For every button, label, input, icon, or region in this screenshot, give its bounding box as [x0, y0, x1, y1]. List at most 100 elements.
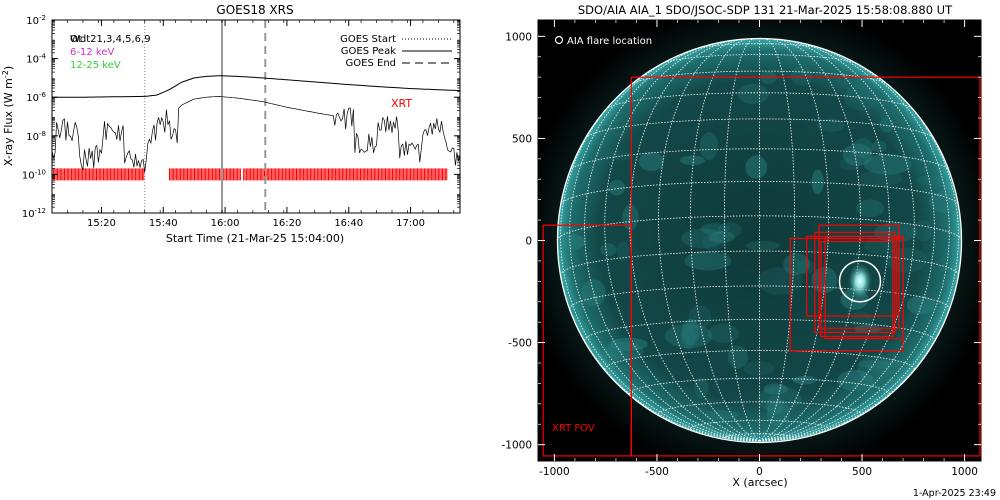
xrt-fov-box: [806, 235, 898, 317]
active-region-blob: [871, 140, 887, 153]
active-region-blob: [793, 375, 817, 385]
goes-x-tick-label: 15:40: [149, 218, 178, 229]
legend-flare-location: AIA flare location: [567, 36, 652, 47]
active-region-blob: [708, 231, 735, 243]
latitude-line: [560, 180, 959, 205]
longitude-line: [759, 40, 915, 442]
active-region-blob: [684, 251, 732, 271]
longitude-line: [759, 75, 959, 442]
longitude-line: [604, 40, 760, 442]
aia-plot-title: SDO/AIA AIA_1 SDO/JSOC-SDP 131 21-Mar-20…: [578, 3, 953, 17]
active-region-blob: [914, 219, 932, 242]
longitude-line: [584, 42, 760, 442]
goes-y-tick-exp: -6: [39, 91, 47, 99]
active-region-blob: [737, 83, 769, 105]
longitude-line: [759, 48, 950, 442]
xrt-fov-box: [820, 240, 894, 338]
xrt-fov-label: XRT FOV: [552, 423, 595, 434]
goes-plot-data-layer: [51, 20, 461, 213]
active-region-blob: [703, 410, 739, 420]
xrt-fov-box: [818, 224, 900, 329]
aia-x-axis-label: X (arcsec): [732, 476, 787, 489]
active-region-blob: [858, 359, 902, 369]
goes-plot-title: GOES18 XRS: [216, 3, 293, 17]
goes-y-tick-label: 10-4: [26, 53, 46, 66]
legend-goes-start: GOES Start: [340, 34, 396, 45]
active-region-blob: [727, 345, 749, 369]
active-region-blob: [680, 323, 696, 350]
goes-y-tick-label: 10-12: [22, 207, 46, 220]
goes-series-short: [51, 96, 461, 173]
latitude-line: [661, 54, 858, 65]
aia-x-tick-label: 1000: [951, 466, 978, 478]
goes-y-tick-label: 10-8: [26, 130, 46, 143]
active-region-blob: [581, 279, 606, 307]
active-region-blob: [879, 117, 894, 133]
aia-x-axis-ticks: -1000 -500 0 500 1000: [539, 20, 978, 478]
active-region-blob: [604, 345, 623, 361]
active-region-blob: [608, 179, 626, 196]
active-region-blob: [757, 385, 802, 413]
longitude-line: [759, 38, 829, 442]
longitude-line: [629, 39, 760, 442]
goes-x-tick-label: 16:00: [211, 218, 240, 229]
active-region-blob: [842, 143, 873, 166]
solar-disk: [557, 38, 962, 443]
active-region-blob: [857, 355, 891, 383]
active-region-blob: [743, 361, 775, 376]
active-region-blob: [664, 323, 713, 349]
active-region-blob: [811, 266, 838, 294]
aia-image-plot: SDO/AIA AIA_1 SDO/JSOC-SDP 131 21-Mar-20…: [501, 3, 982, 489]
xrt-fov-box: [814, 231, 896, 333]
active-region-blob: [916, 175, 944, 186]
active-region-blob: [700, 223, 729, 235]
active-region-blob: [811, 169, 824, 195]
goes-y-tick-label: 10-6: [26, 91, 46, 104]
active-region-blob: [681, 228, 725, 249]
longitude-line: [759, 39, 890, 442]
goes-x-tick-label: 17:00: [396, 218, 425, 229]
active-region-blob: [844, 84, 878, 111]
goes-y-tick-label: 10-10: [22, 168, 46, 181]
active-region-blob: [699, 132, 719, 160]
active-region-blob: [766, 400, 790, 427]
goes-y-tick-label: 10-2: [26, 14, 46, 27]
aia-x-tick-label: 0: [756, 466, 763, 478]
legend-channel-ot: Ot: [70, 34, 82, 45]
latitude-line: [560, 250, 959, 276]
active-region-blob: [603, 341, 644, 360]
active-region-blob: [790, 66, 813, 86]
aia-y-tick-label: 500: [512, 133, 532, 145]
solar-disk-texture: [557, 41, 962, 428]
legend-goes-end: GOES End: [346, 58, 396, 69]
active-region-blob: [773, 418, 792, 428]
goes-y-axis-label-main: X-ray Flux (W m: [2, 78, 15, 166]
goes-x-tick-label: 16:40: [334, 218, 363, 229]
aia-x-tick-label: 500: [852, 466, 872, 478]
xrt-coverage-segment: [243, 168, 448, 181]
aia-x-tick-label: -500: [645, 466, 669, 478]
goes-y-tick-base: 10: [26, 132, 39, 143]
goes-x-axis-ticks: 15:20 15:40 16:00 16:20 16:40 17:00: [51, 20, 455, 229]
latitude-line: [584, 319, 935, 341]
xrt-fov-boxes: [542, 76, 981, 457]
xrt-coverage-segment: [51, 168, 145, 181]
goes-series-long: [52, 75, 461, 98]
active-region-blob: [851, 311, 872, 328]
latitude-line: [585, 118, 934, 139]
active-region-blob: [638, 152, 665, 171]
active-region-blob: [839, 157, 861, 171]
active-region-blob: [622, 204, 639, 231]
active-region-blob: [836, 370, 875, 392]
active-region-blob: [766, 395, 784, 415]
active-region-blob: [863, 154, 912, 175]
solar-limb: [556, 37, 963, 444]
active-region-blob: [745, 240, 780, 251]
latitude-line: [629, 377, 890, 395]
xrt-coverage-segment: [168, 168, 241, 181]
active-region-blob: [874, 222, 918, 243]
longitude-line: [560, 75, 760, 442]
aia-x-tick-label: -1000: [539, 466, 570, 478]
longitude-line: [759, 42, 935, 442]
